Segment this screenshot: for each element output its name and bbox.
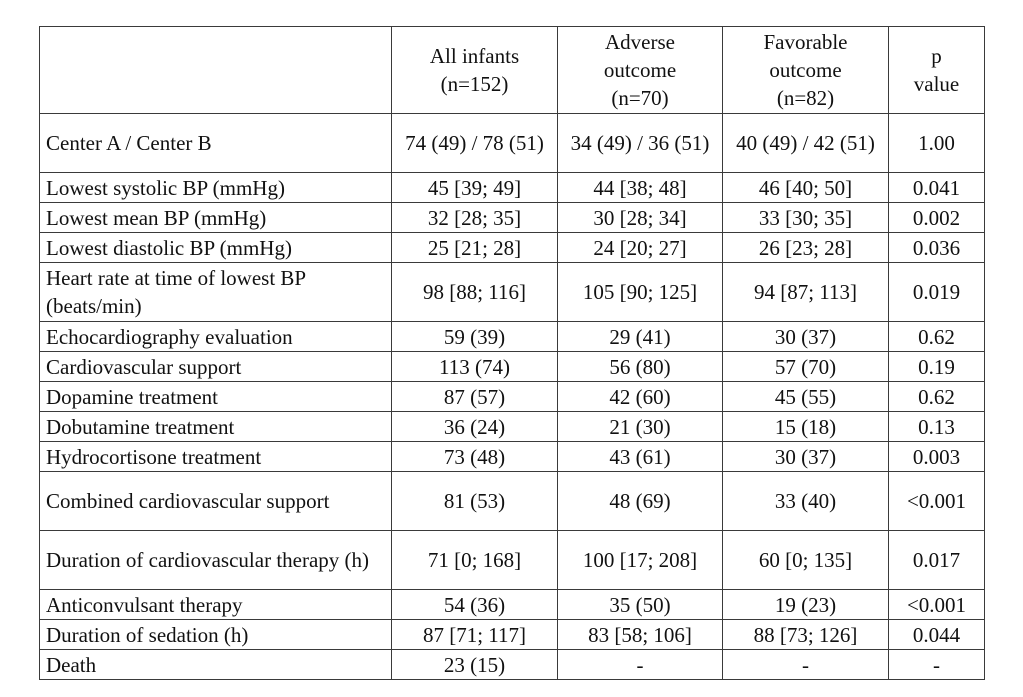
table-row: Heart rate at time of lowest BP (beats/m… — [39, 262, 985, 322]
cell-p-value: 0.017 — [888, 530, 985, 590]
cell-p-value: 0.019 — [888, 262, 985, 322]
row-label: Echocardiography evaluation — [39, 321, 392, 352]
cell-adverse-outcome: 42 (60) — [557, 381, 723, 412]
row-label: Duration of sedation (h) — [39, 619, 392, 650]
row-label: Dopamine treatment — [39, 381, 392, 412]
cell-favorable-outcome: 46 [40; 50] — [722, 172, 889, 203]
row-label: Lowest systolic BP (mmHg) — [39, 172, 392, 203]
header-cell-adverse-outcome: Adverse outcome (n=70) — [557, 26, 723, 114]
cell-adverse-outcome: 21 (30) — [557, 411, 723, 442]
cell-p-value: 0.13 — [888, 411, 985, 442]
cell-adverse-outcome: 35 (50) — [557, 589, 723, 620]
cell-adverse-outcome: 44 [38; 48] — [557, 172, 723, 203]
table-row: Duration of cardiovascular therapy (h) 7… — [39, 530, 985, 590]
cell-adverse-outcome: 100 [17; 208] — [557, 530, 723, 590]
cell-all-infants: 73 (48) — [391, 441, 558, 472]
cell-adverse-outcome: 48 (69) — [557, 471, 723, 531]
row-label: Dobutamine treatment — [39, 411, 392, 442]
cell-all-infants: 25 [21; 28] — [391, 232, 558, 263]
cell-favorable-outcome: - — [722, 649, 889, 680]
cell-favorable-outcome: 19 (23) — [722, 589, 889, 620]
cell-all-infants: 54 (36) — [391, 589, 558, 620]
cell-all-infants: 36 (24) — [391, 411, 558, 442]
row-label: Heart rate at time of lowest BP (beats/m… — [39, 262, 392, 322]
table-row: Lowest mean BP (mmHg) 32 [28; 35] 30 [28… — [39, 202, 985, 233]
cell-all-infants: 71 [0; 168] — [391, 530, 558, 590]
row-label: Hydrocortisone treatment — [39, 441, 392, 472]
cell-all-infants: 113 (74) — [391, 351, 558, 382]
cell-favorable-outcome: 15 (18) — [722, 411, 889, 442]
cell-favorable-outcome: 60 [0; 135] — [722, 530, 889, 590]
cell-all-infants: 74 (49) / 78 (51) — [391, 113, 558, 173]
row-label: Death — [39, 649, 392, 680]
table-header-row: All infants (n=152) Adverse outcome (n=7… — [39, 26, 985, 114]
cell-all-infants: 98 [88; 116] — [391, 262, 558, 322]
cell-all-infants: 45 [39; 49] — [391, 172, 558, 203]
row-label: Center A / Center B — [39, 113, 392, 173]
cell-p-value: 0.044 — [888, 619, 985, 650]
header-cell-blank — [39, 26, 392, 114]
cell-p-value: 0.62 — [888, 381, 985, 412]
cell-p-value: 0.19 — [888, 351, 985, 382]
row-label: Combined cardiovascular support — [39, 471, 392, 531]
cell-p-value: <0.001 — [888, 589, 985, 620]
cell-all-infants: 32 [28; 35] — [391, 202, 558, 233]
cell-p-value: <0.001 — [888, 471, 985, 531]
cell-favorable-outcome: 88 [73; 126] — [722, 619, 889, 650]
row-label: Lowest diastolic BP (mmHg) — [39, 232, 392, 263]
cell-favorable-outcome: 57 (70) — [722, 351, 889, 382]
cell-adverse-outcome: 34 (49) / 36 (51) — [557, 113, 723, 173]
header-cell-all-infants: All infants (n=152) — [391, 26, 558, 114]
cell-adverse-outcome: 43 (61) — [557, 441, 723, 472]
cell-adverse-outcome: 30 [28; 34] — [557, 202, 723, 233]
cell-p-value: 0.62 — [888, 321, 985, 352]
cell-favorable-outcome: 33 (40) — [722, 471, 889, 531]
cell-p-value: 0.003 — [888, 441, 985, 472]
table-row: Lowest systolic BP (mmHg) 45 [39; 49] 44… — [39, 172, 985, 203]
cell-favorable-outcome: 40 (49) / 42 (51) — [722, 113, 889, 173]
table-row: Cardiovascular support 113 (74) 56 (80) … — [39, 351, 985, 382]
table-row: Combined cardiovascular support 81 (53) … — [39, 471, 985, 531]
cell-all-infants: 59 (39) — [391, 321, 558, 352]
header-cell-p-value: p value — [888, 26, 985, 114]
table-row: Anticonvulsant therapy 54 (36) 35 (50) 1… — [39, 589, 985, 620]
cell-p-value: 1.00 — [888, 113, 985, 173]
cell-favorable-outcome: 30 (37) — [722, 441, 889, 472]
cell-adverse-outcome: 105 [90; 125] — [557, 262, 723, 322]
table-row: Lowest diastolic BP (mmHg) 25 [21; 28] 2… — [39, 232, 985, 263]
row-label: Duration of cardiovascular therapy (h) — [39, 530, 392, 590]
table-row: Duration of sedation (h) 87 [71; 117] 83… — [39, 619, 985, 650]
row-label: Lowest mean BP (mmHg) — [39, 202, 392, 233]
cell-favorable-outcome: 33 [30; 35] — [722, 202, 889, 233]
table-row: Dobutamine treatment 36 (24) 21 (30) 15 … — [39, 411, 985, 442]
table-row: Dopamine treatment 87 (57) 42 (60) 45 (5… — [39, 381, 985, 412]
cell-adverse-outcome: 56 (80) — [557, 351, 723, 382]
cell-favorable-outcome: 94 [87; 113] — [722, 262, 889, 322]
row-label: Anticonvulsant therapy — [39, 589, 392, 620]
cell-p-value: 0.036 — [888, 232, 985, 263]
cell-favorable-outcome: 30 (37) — [722, 321, 889, 352]
table-row: Echocardiography evaluation 59 (39) 29 (… — [39, 321, 985, 352]
cell-favorable-outcome: 45 (55) — [722, 381, 889, 412]
cell-all-infants: 87 (57) — [391, 381, 558, 412]
table-row: Hydrocortisone treatment 73 (48) 43 (61)… — [39, 441, 985, 472]
cell-adverse-outcome: 83 [58; 106] — [557, 619, 723, 650]
row-label: Cardiovascular support — [39, 351, 392, 382]
cell-adverse-outcome: 24 [20; 27] — [557, 232, 723, 263]
header-cell-favorable-outcome: Favorable outcome (n=82) — [722, 26, 889, 114]
table-row: Center A / Center B 74 (49) / 78 (51) 34… — [39, 113, 985, 173]
cell-favorable-outcome: 26 [23; 28] — [722, 232, 889, 263]
cell-p-value: - — [888, 649, 985, 680]
cell-adverse-outcome: - — [557, 649, 723, 680]
cell-all-infants: 81 (53) — [391, 471, 558, 531]
cell-adverse-outcome: 29 (41) — [557, 321, 723, 352]
cell-p-value: 0.041 — [888, 172, 985, 203]
outcome-table: All infants (n=152) Adverse outcome (n=7… — [39, 26, 985, 680]
cell-all-infants: 87 [71; 117] — [391, 619, 558, 650]
cell-p-value: 0.002 — [888, 202, 985, 233]
table-row: Death 23 (15) - - - — [39, 649, 985, 680]
cell-all-infants: 23 (15) — [391, 649, 558, 680]
